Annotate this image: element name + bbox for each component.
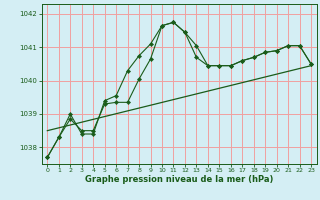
X-axis label: Graphe pression niveau de la mer (hPa): Graphe pression niveau de la mer (hPa)	[85, 175, 273, 184]
